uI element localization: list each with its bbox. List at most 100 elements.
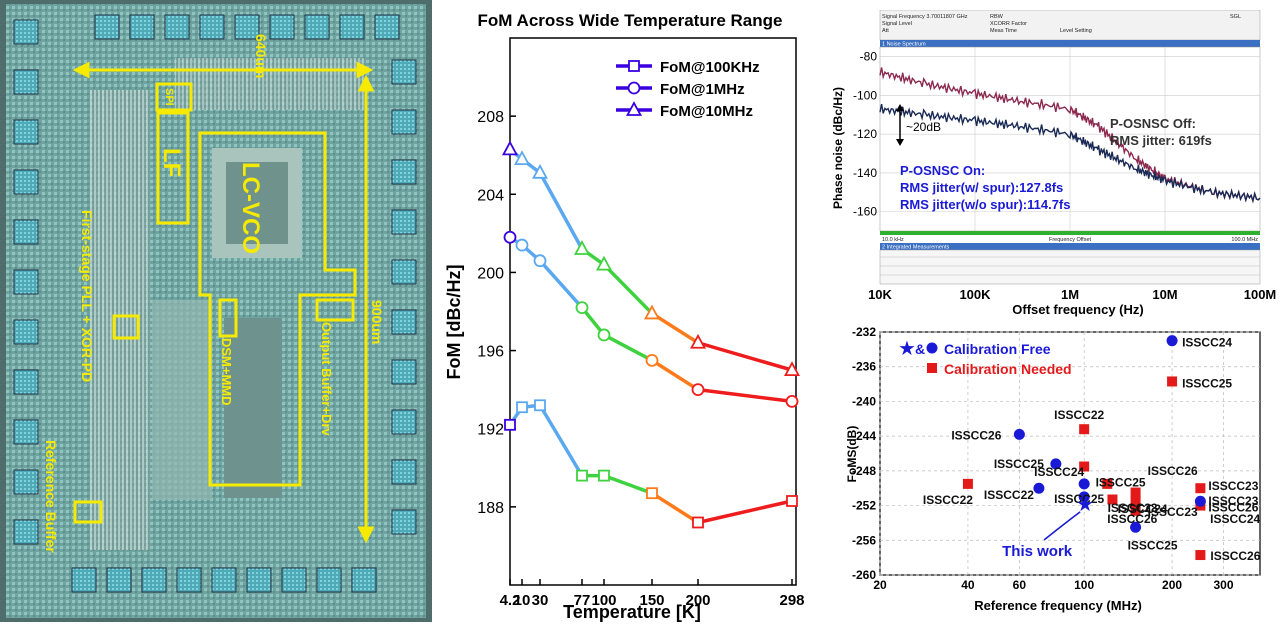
pn-inst-meas: Meas Time — [990, 28, 1017, 34]
pn-on-jitter-nospur: RMS jitter(w/o spur):114.7fs — [900, 197, 1070, 212]
fom-y-tick-label: 204 — [477, 187, 504, 204]
fom-y-tick-label: 208 — [477, 109, 504, 126]
cmp-point-label: ISSCC24 — [1118, 502, 1168, 516]
fom-x-tick-label: 4.2 — [500, 592, 521, 609]
pn-y-tick-label: -120 — [853, 127, 877, 141]
fom-point — [534, 399, 546, 412]
pad-row-bottom — [71, 567, 377, 593]
cmp-cal-needed-point — [1195, 483, 1206, 494]
cmp-cal-needed-point — [1079, 461, 1090, 472]
fom-point — [573, 240, 591, 255]
cmp-point-label: ISSCC25 — [1096, 476, 1146, 490]
pn-off-title: P-OSNSC Off: — [1110, 116, 1196, 131]
fom-x-tick-label: 150 — [639, 592, 664, 609]
cmp-cal-free-point — [1078, 478, 1090, 490]
cmp-cal-free-point — [1130, 521, 1142, 533]
cmp-cal-needed-point — [1130, 496, 1141, 507]
fom-y-tick-label: 196 — [477, 344, 504, 361]
lf-label: LF — [158, 148, 185, 177]
cmp-y-tick-label: -240 — [852, 394, 876, 408]
pn-series — [879, 67, 1261, 204]
fom-legend-marker — [625, 101, 643, 116]
legend-amp: & — [915, 341, 925, 357]
fom-legend: FoM@100KHz FoM@1MHz FoM@10MHz — [616, 59, 760, 120]
comparison-chart: FoMS(dB) Reference frequency (MHz) 20 40 6… — [828, 318, 1280, 635]
fom-point — [645, 353, 659, 367]
height-dim-label: 900um — [369, 300, 385, 344]
width-dim-label: 640um — [253, 34, 269, 78]
fom-axes: 188 192 196 200 204 208 4.210 30 77 100 150 200 298 — [477, 37, 805, 609]
fom-point — [595, 255, 613, 271]
fom-x-tick-label: 77 — [574, 592, 591, 609]
cmp-legend: ★ & Calibration Free Calibration Needed — [898, 338, 1072, 377]
pad-column-left — [13, 19, 39, 545]
pn-inst-mid: Frequency Offset — [1049, 237, 1092, 243]
fom-plot-frame — [509, 37, 797, 586]
cmp-cal-needed-point — [1079, 424, 1090, 435]
cmp-x-tick-label: 20 — [873, 578, 887, 592]
cmp-x-tick-label: 300 — [1213, 578, 1233, 592]
fom-x-tick-label: 10 — [514, 592, 531, 609]
cmp-x-axis-label: Reference frequency (MHz) — [974, 598, 1142, 613]
legend-free-label: Calibration Free — [944, 341, 1051, 357]
fom-point — [598, 469, 610, 482]
pn-inst-rbw: RBW — [990, 14, 1004, 20]
cmp-y-tick-label: -252 — [852, 499, 876, 513]
die-photo-svg: 640um 900um SPI LF LC-VCO DSM+MMD Output… — [0, 0, 432, 622]
cmp-cal-needed-point — [1107, 494, 1118, 505]
fom-chart-title: FoM Across Wide Temperature Range — [478, 11, 783, 30]
fom-point — [513, 150, 531, 166]
pn-off-jitter: RMS jitter: 619fs — [1110, 133, 1212, 148]
pn-on-title: P-OSNSC On: — [900, 163, 985, 178]
cmp-extra-label: ISSCC23 — [1148, 505, 1198, 519]
cmp-point-label: ISSCC22 — [1054, 408, 1104, 422]
cmp-point-label: ISSCC23 — [1108, 501, 1158, 515]
cmp-point-label: ISSCC25 — [1128, 538, 1178, 552]
cmp-y-tick-label: -256 — [852, 533, 876, 547]
pn-y-tick-label: -80 — [860, 50, 878, 64]
cmp-point-label: ISSCC23 — [1208, 494, 1258, 508]
this-work-label: This work — [1002, 543, 1073, 560]
cmp-cal-needed-point — [1195, 550, 1206, 561]
fom-legend-marker — [627, 81, 641, 95]
fom-legend-label: FoM@10MHz — [660, 103, 753, 120]
ref-buffer-label: Reference Buffer — [43, 440, 59, 553]
pn-inst-panel1: 1 Noise Spectrum — [882, 42, 926, 48]
pn-annotations: ~20dB P-OSNSC Off: RMS jitter: 619fs P-O… — [896, 104, 1212, 212]
fom-point — [531, 163, 549, 179]
fom-legend-label: FoM@100KHz — [660, 59, 760, 76]
cmp-x-tick-label: 100 — [1074, 578, 1094, 592]
legend-free-marker — [926, 342, 938, 354]
cmp-point-label: ISSCC24 — [1034, 465, 1084, 479]
fom-point — [691, 383, 705, 397]
fom-series — [501, 140, 801, 529]
dsm-mmd-label: DSM+MMD — [219, 338, 234, 406]
cmp-y-tick-label: -260 — [852, 568, 876, 582]
cmp-cal-free-point — [1050, 458, 1062, 470]
fom-legend-marker — [628, 60, 640, 72]
fom-x-tick-label: 298 — [779, 592, 804, 609]
pn-delta-label: ~20dB — [906, 120, 941, 134]
this-work-star-icon: ★ — [1076, 494, 1094, 516]
pn-inst-siglevel: Signal Level — [882, 21, 912, 27]
fom-point — [576, 469, 588, 482]
pn-x-tick-label: 1M — [1061, 287, 1079, 302]
annotation-overlay — [73, 82, 357, 524]
legend-needed-label: Calibration Needed — [944, 361, 1072, 377]
pn-inst-xcorr: XCORR Factor — [990, 21, 1027, 27]
cmp-point-label: ISSCC25 — [994, 457, 1044, 471]
cmp-y-tick-label: -236 — [852, 360, 876, 374]
cmp-point-label: ISSCC25 — [1182, 376, 1232, 390]
fom-x-tick-label: 200 — [685, 592, 710, 609]
cmp-point-label: ISSCC22 — [984, 488, 1034, 502]
pn-x-axis-label: Offset frequency (Hz) — [1012, 302, 1143, 317]
cmp-point-label: ISSCC22 — [923, 493, 973, 507]
cmp-x-tick-label: 60 — [1013, 578, 1027, 592]
pn-y-tick-label: -140 — [853, 166, 877, 180]
fom-line-segment — [538, 259, 584, 309]
cmp-point-label: ISSCC26 — [951, 428, 1001, 442]
cmp-point-label: ISSCC24 — [1182, 336, 1232, 350]
fom-line-segment — [603, 473, 653, 495]
spi-label: SPI — [163, 88, 175, 106]
